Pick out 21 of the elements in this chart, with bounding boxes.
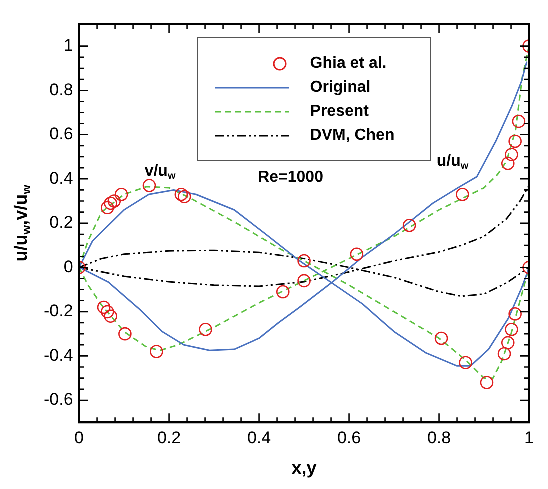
x-tick-label: 1	[524, 428, 534, 448]
y-tick-label: 1	[64, 36, 74, 56]
y-tick-label: 0.2	[50, 213, 74, 232]
y-tick-label: -0.4	[44, 346, 74, 365]
x-tick-label: 0.6	[337, 428, 362, 448]
legend-label: Present	[310, 103, 369, 122]
annotation: Re=1000	[258, 168, 324, 186]
x-tick-label: 0.4	[247, 428, 272, 448]
x-tick-label: 0.8	[427, 428, 452, 448]
y-tick-label: 0.8	[50, 80, 74, 100]
y-tick-label: 0.4	[50, 168, 74, 188]
y-tick-label: 0.6	[50, 124, 74, 144]
y-axis-title: u/uw,v/uw	[10, 184, 34, 262]
legend-label: DVM, Chen	[310, 127, 395, 146]
x-tick-label: 0.2	[157, 428, 182, 448]
y-tick-label: 0	[64, 257, 74, 276]
y-tick-label: -0.6	[44, 390, 74, 410]
x-axis-title: x,y	[292, 458, 317, 478]
y-tick-label: -0.2	[44, 302, 74, 321]
legend-label: Ghia et al.	[310, 55, 387, 74]
legend-label: Original	[310, 79, 371, 98]
